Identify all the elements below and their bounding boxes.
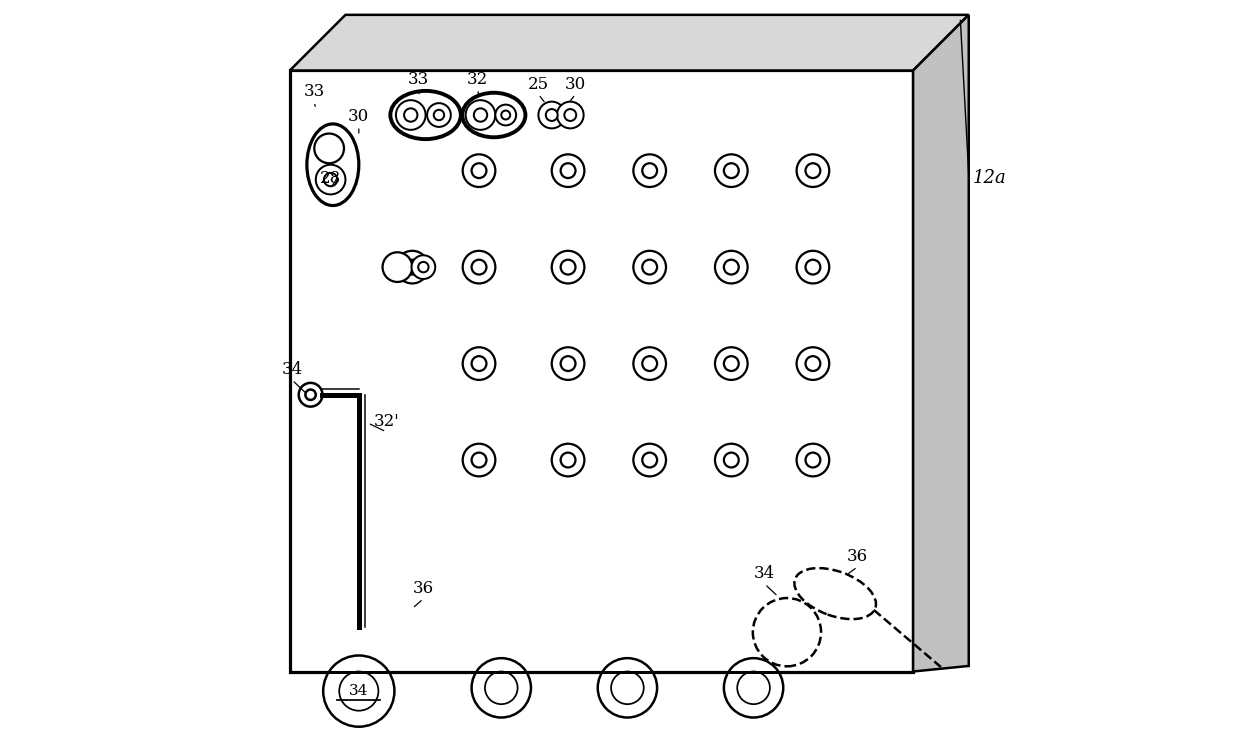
Circle shape — [634, 444, 666, 476]
Circle shape — [474, 108, 487, 122]
Circle shape — [427, 103, 451, 127]
Ellipse shape — [391, 91, 461, 139]
Circle shape — [806, 163, 821, 178]
Circle shape — [753, 598, 821, 666]
Circle shape — [552, 347, 584, 380]
Circle shape — [560, 260, 575, 275]
Circle shape — [305, 390, 316, 400]
Circle shape — [434, 110, 444, 120]
Circle shape — [471, 163, 486, 178]
Circle shape — [642, 453, 657, 467]
Circle shape — [552, 251, 584, 283]
Circle shape — [724, 453, 739, 467]
Text: 36: 36 — [413, 580, 434, 597]
Circle shape — [642, 163, 657, 178]
Circle shape — [724, 163, 739, 178]
Circle shape — [418, 262, 429, 272]
Circle shape — [634, 251, 666, 283]
Text: 30: 30 — [348, 108, 370, 125]
Polygon shape — [290, 15, 968, 70]
Circle shape — [314, 134, 343, 163]
Circle shape — [299, 383, 322, 407]
Circle shape — [642, 260, 657, 275]
Circle shape — [546, 109, 558, 121]
Circle shape — [412, 255, 435, 279]
Circle shape — [560, 453, 575, 467]
Circle shape — [463, 154, 495, 187]
Circle shape — [538, 102, 565, 128]
Circle shape — [495, 105, 516, 125]
Circle shape — [463, 347, 495, 380]
Circle shape — [466, 100, 495, 130]
Text: 34: 34 — [350, 684, 368, 698]
Circle shape — [724, 658, 784, 718]
Circle shape — [404, 108, 418, 122]
Circle shape — [383, 252, 412, 282]
Circle shape — [598, 658, 657, 718]
Circle shape — [471, 658, 531, 718]
Circle shape — [715, 444, 748, 476]
Text: 34: 34 — [754, 565, 775, 582]
Circle shape — [642, 356, 657, 371]
Circle shape — [324, 173, 337, 186]
Polygon shape — [913, 15, 968, 672]
Circle shape — [634, 154, 666, 187]
Ellipse shape — [306, 124, 358, 206]
Circle shape — [463, 251, 495, 283]
Circle shape — [796, 444, 830, 476]
Circle shape — [715, 154, 748, 187]
Polygon shape — [290, 70, 913, 672]
Circle shape — [564, 109, 577, 121]
Circle shape — [471, 356, 486, 371]
Circle shape — [471, 260, 486, 275]
Circle shape — [324, 655, 394, 726]
Circle shape — [552, 154, 584, 187]
Circle shape — [396, 100, 425, 130]
Text: 30: 30 — [565, 76, 587, 93]
Circle shape — [634, 347, 666, 380]
Circle shape — [471, 453, 486, 467]
Text: 32: 32 — [467, 70, 489, 88]
Circle shape — [715, 347, 748, 380]
Circle shape — [796, 347, 830, 380]
Circle shape — [806, 260, 821, 275]
Ellipse shape — [463, 93, 526, 137]
Circle shape — [806, 453, 821, 467]
Text: 32': 32' — [373, 413, 399, 430]
Text: 28: 28 — [320, 170, 341, 187]
Circle shape — [796, 251, 830, 283]
Circle shape — [724, 356, 739, 371]
Text: 34: 34 — [281, 361, 303, 378]
Circle shape — [560, 356, 575, 371]
Circle shape — [552, 444, 584, 476]
Text: 36: 36 — [847, 548, 868, 565]
Text: 33: 33 — [304, 83, 325, 100]
Circle shape — [557, 102, 584, 128]
Text: 12a: 12a — [972, 169, 1006, 187]
Circle shape — [715, 251, 748, 283]
Circle shape — [501, 111, 510, 119]
Circle shape — [724, 260, 739, 275]
Circle shape — [463, 444, 495, 476]
Circle shape — [396, 251, 429, 283]
Circle shape — [796, 154, 830, 187]
Circle shape — [806, 356, 821, 371]
Text: 25: 25 — [528, 76, 549, 93]
Text: 33: 33 — [408, 70, 429, 88]
Circle shape — [316, 165, 346, 194]
Circle shape — [560, 163, 575, 178]
Circle shape — [404, 260, 419, 275]
